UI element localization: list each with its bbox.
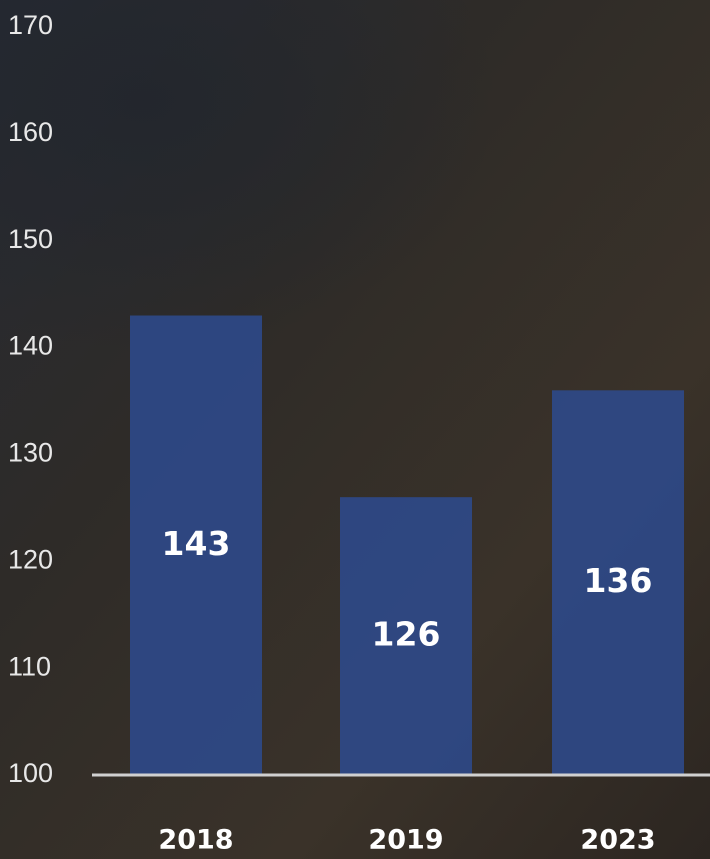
y-tick-label: 160: [8, 117, 53, 147]
data-label: 136: [584, 561, 653, 600]
y-tick-label: 130: [8, 438, 53, 468]
y-tick-label: 150: [8, 224, 53, 254]
chart: 100 110 120 130 140 150 160 170 2018 143 2019 126 20…: [0, 0, 710, 859]
x-tick-label: 2018: [158, 825, 233, 856]
data-label: 143: [162, 524, 231, 563]
x-tick-label: 2023: [580, 825, 655, 856]
x-tick-label: 2019: [368, 825, 443, 856]
data-label: 126: [372, 615, 441, 654]
y-tick-label: 170: [8, 10, 53, 40]
y-tick-label: 120: [8, 544, 53, 574]
y-tick-label: 100: [8, 758, 53, 788]
y-tick-label: 140: [8, 331, 53, 361]
y-tick-label: 110: [8, 651, 51, 681]
